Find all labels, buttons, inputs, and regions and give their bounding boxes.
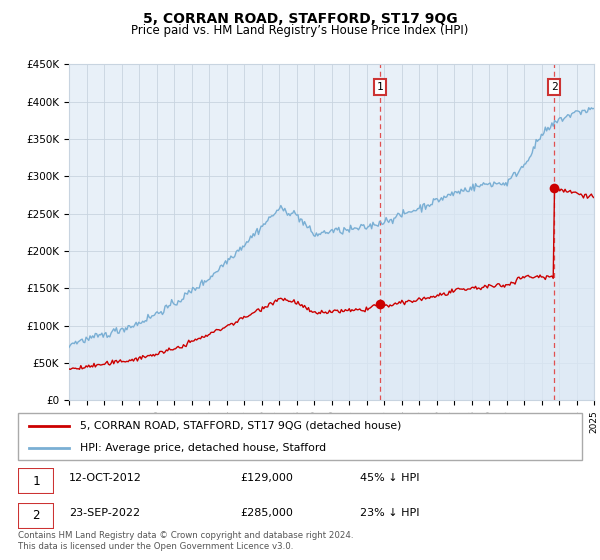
- Text: Contains HM Land Registry data © Crown copyright and database right 2024.
This d: Contains HM Land Registry data © Crown c…: [18, 531, 353, 551]
- Text: 23% ↓ HPI: 23% ↓ HPI: [360, 508, 419, 517]
- Text: 23-SEP-2022: 23-SEP-2022: [69, 508, 140, 517]
- Text: HPI: Average price, detached house, Stafford: HPI: Average price, detached house, Staf…: [80, 444, 326, 454]
- Text: 5, CORRAN ROAD, STAFFORD, ST17 9QG: 5, CORRAN ROAD, STAFFORD, ST17 9QG: [143, 12, 457, 26]
- Text: 45% ↓ HPI: 45% ↓ HPI: [360, 473, 419, 483]
- Text: £129,000: £129,000: [240, 473, 293, 483]
- Text: 12-OCT-2012: 12-OCT-2012: [69, 473, 142, 483]
- Text: 5, CORRAN ROAD, STAFFORD, ST17 9QG (detached house): 5, CORRAN ROAD, STAFFORD, ST17 9QG (deta…: [80, 421, 401, 431]
- Text: 2: 2: [551, 82, 557, 92]
- Text: Price paid vs. HM Land Registry’s House Price Index (HPI): Price paid vs. HM Land Registry’s House …: [131, 24, 469, 36]
- Text: 1: 1: [32, 475, 40, 488]
- Text: 1: 1: [377, 82, 383, 92]
- Text: 2: 2: [32, 510, 40, 522]
- FancyBboxPatch shape: [18, 468, 54, 494]
- FancyBboxPatch shape: [18, 413, 582, 460]
- FancyBboxPatch shape: [18, 503, 54, 529]
- Text: £285,000: £285,000: [240, 508, 293, 517]
